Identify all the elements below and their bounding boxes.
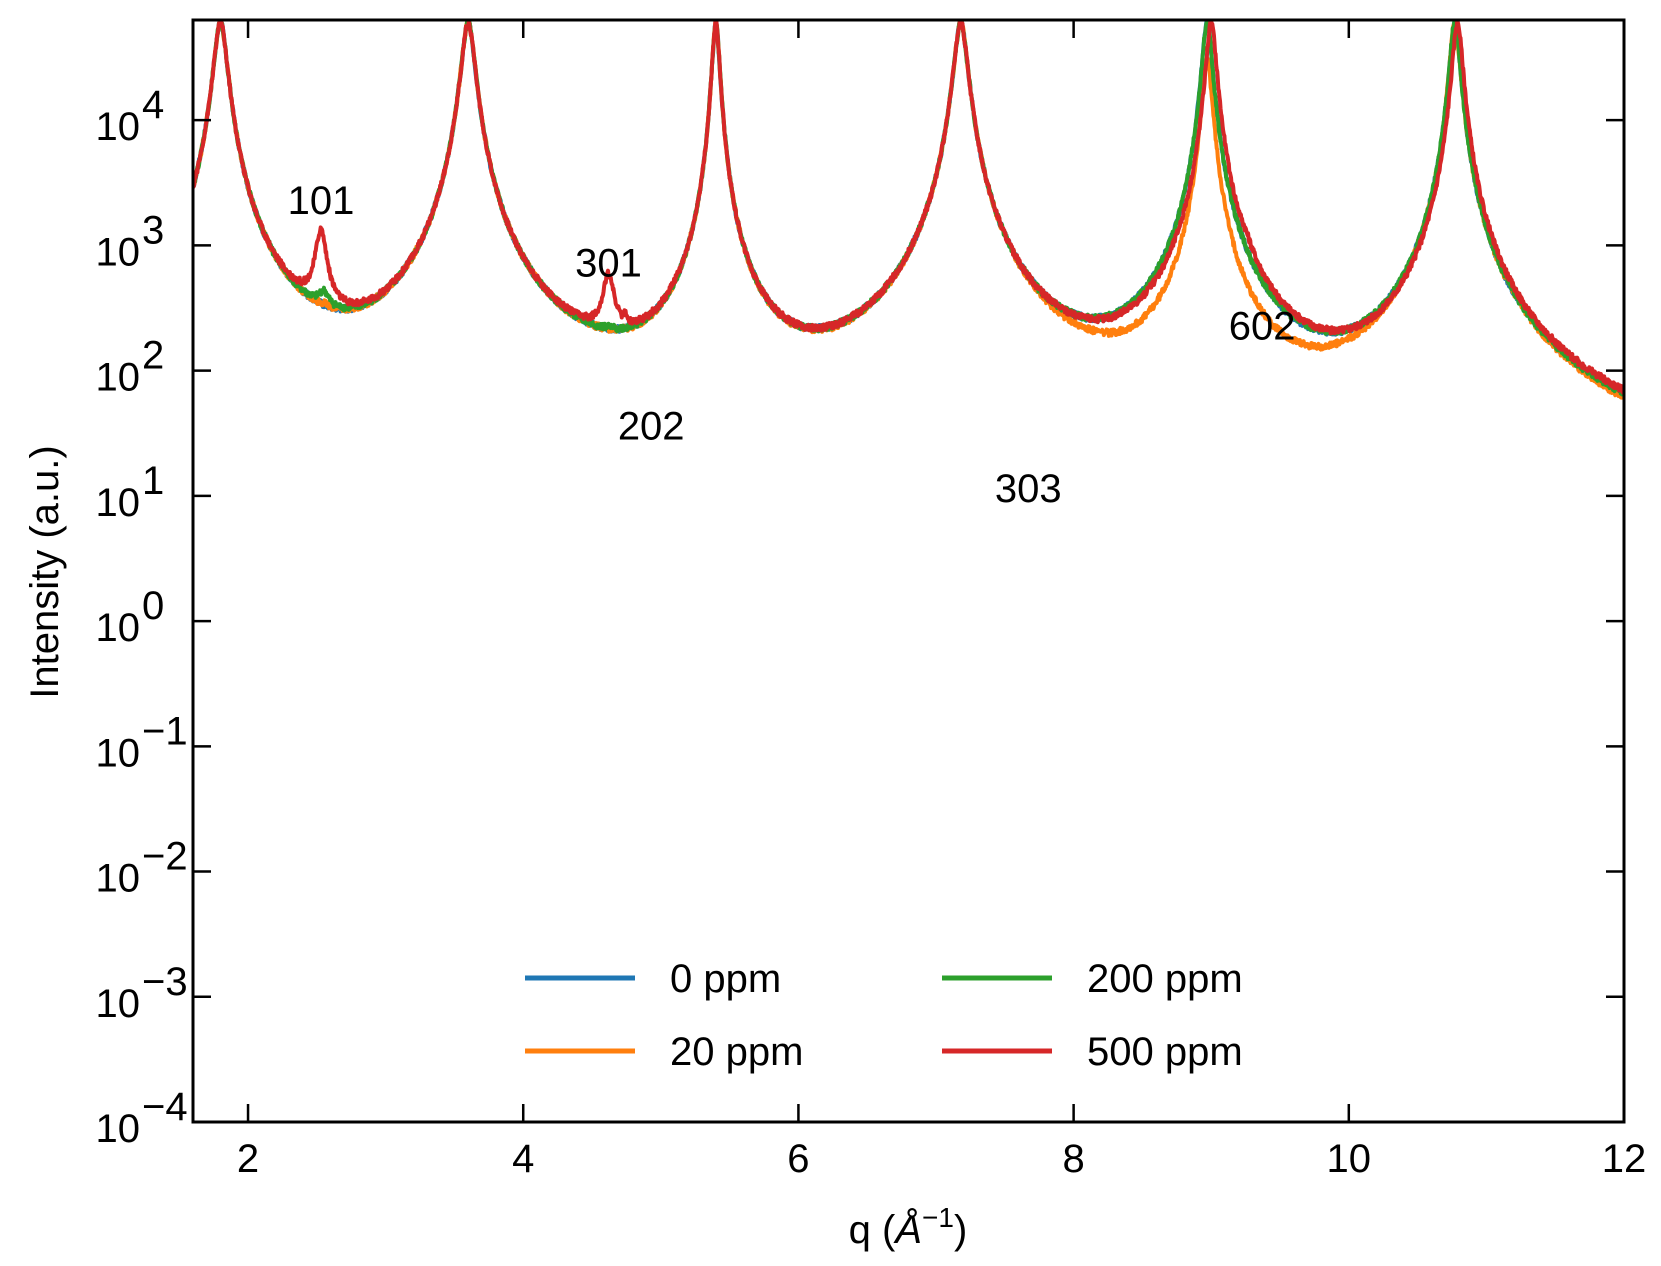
y-tick-exponent: 2 (142, 334, 164, 378)
y-tick-label: 10 (96, 857, 141, 901)
x-axis-label-exp: −1 (922, 1202, 954, 1233)
legend-label-500ppm: 500 ppm (1087, 1030, 1243, 1074)
x-axis-label: q (Å−1) (849, 1202, 968, 1252)
peak-label-602: 602 (1229, 304, 1296, 348)
y-tick-exponent: −3 (142, 960, 188, 1004)
legend: 0 ppm 20 ppm 200 ppm 500 ppm (525, 957, 1243, 1074)
x-tick-label: 8 (1062, 1137, 1084, 1181)
y-tick-exponent: −4 (142, 1085, 188, 1129)
y-tick-label: 10 (96, 481, 141, 525)
x-tick-label: 4 (512, 1137, 534, 1181)
legend-label-200ppm: 200 ppm (1087, 957, 1243, 1001)
peak-label-202: 202 (618, 405, 685, 449)
y-tick-exponent: 3 (142, 208, 164, 252)
x-tick-label: 2 (237, 1137, 259, 1181)
x-tick-label: 12 (1602, 1137, 1647, 1181)
x-tick-label: 6 (787, 1137, 809, 1181)
y-axis-label: Intensity (a.u.) (23, 445, 67, 698)
peak-label-101: 101 (288, 179, 355, 223)
y-tick-exponent: −2 (142, 835, 188, 879)
peak-label-303: 303 (995, 467, 1062, 511)
y-tick-exponent: 0 (142, 584, 164, 628)
peak-label-301: 301 (575, 242, 642, 286)
y-tick-label: 10 (96, 356, 141, 400)
x-tick-label: 10 (1327, 1137, 1372, 1181)
series-line-200ppm (193, 20, 1624, 397)
annotations-layer: 101 301 202 303 602 (288, 179, 1296, 511)
x-axis-label-unit: Å (893, 1207, 922, 1252)
y-tick-label: 10 (96, 731, 141, 775)
x-axis-label-main: q ( (849, 1208, 896, 1252)
y-tick-label: 10 (96, 1107, 141, 1151)
series-line-500ppm (193, 20, 1624, 395)
plot-frame (191, 18, 1626, 1124)
y-tick-exponent: 4 (142, 83, 164, 127)
legend-label-0ppm: 0 ppm (670, 957, 781, 1001)
series-layer (193, 20, 1624, 400)
x-axis-label-close: ) (954, 1208, 967, 1252)
y-tick-exponent: −1 (142, 709, 188, 753)
legend-label-20ppm: 20 ppm (670, 1030, 803, 1074)
series-line-20ppm (193, 20, 1624, 400)
y-tick-exponent: 1 (142, 459, 164, 503)
y-tick-label: 10 (96, 982, 141, 1026)
y-tick-label: 10 (96, 606, 141, 650)
y-tick-label: 10 (96, 105, 141, 149)
y-tick-label: 10 (96, 230, 141, 274)
series-line-0ppm (193, 20, 1624, 398)
